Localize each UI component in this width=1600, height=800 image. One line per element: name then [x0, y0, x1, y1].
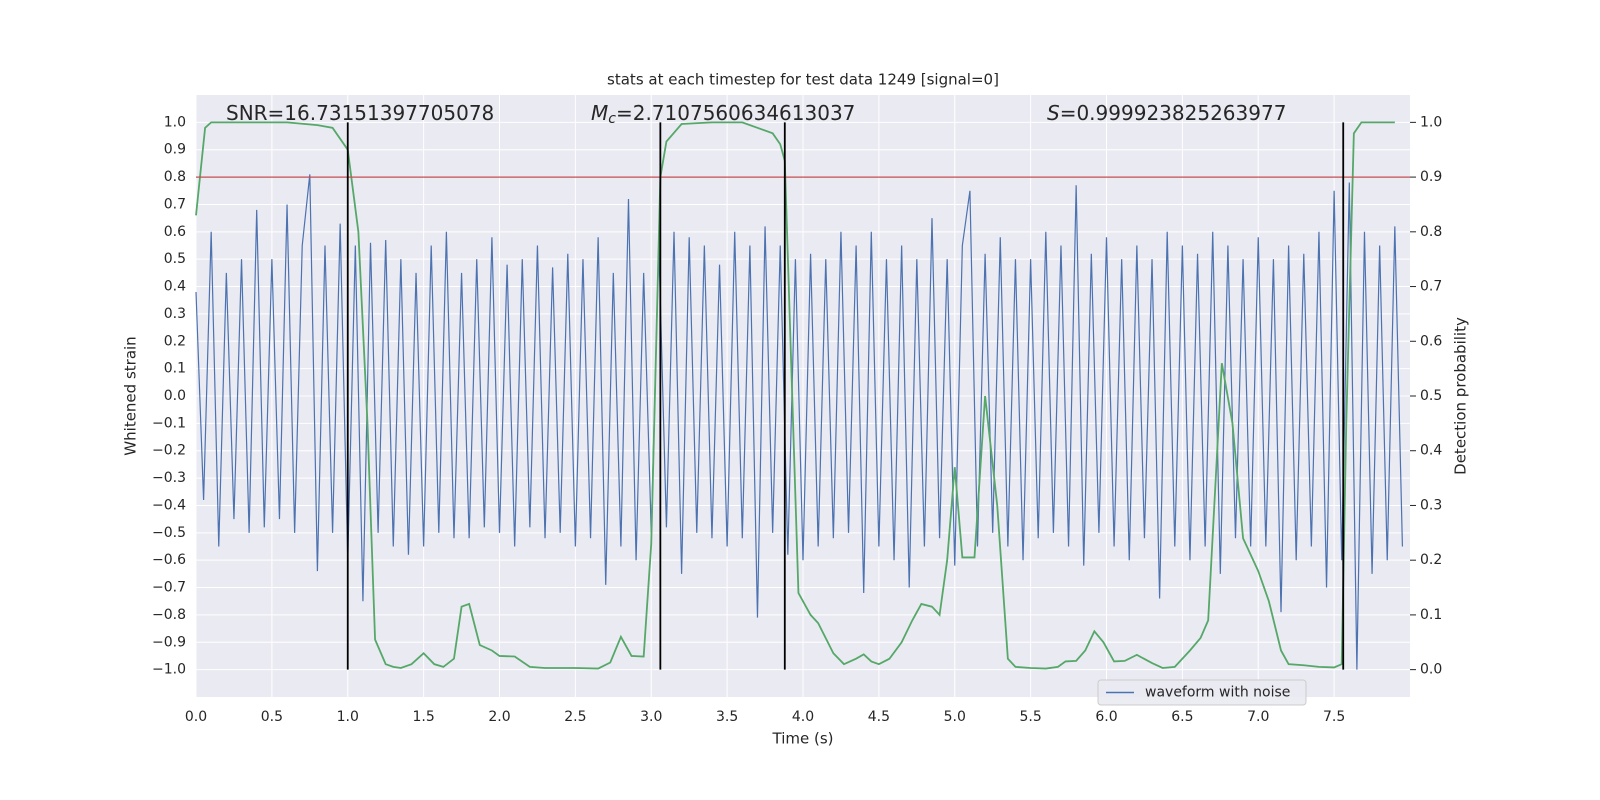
x-tick-label: 6.5	[1171, 709, 1193, 725]
y2-tick-label: 0.8	[1420, 224, 1442, 240]
y-tick-label: 0.1	[164, 361, 186, 377]
line-series	[195, 174, 1404, 670]
legend-box	[1097, 679, 1307, 706]
y-tick-label: −0.9	[152, 634, 186, 650]
annotation-symbol: M	[591, 101, 608, 125]
chart-title: stats at each timestep for test data 124…	[607, 71, 999, 89]
x-tick-label: 0.0	[185, 709, 207, 725]
x-tick-label: 5.0	[944, 709, 966, 725]
y2-tick-label: 0.1	[1420, 607, 1442, 623]
annotation-symbol: S	[1047, 101, 1060, 125]
y-tick-label: 0.3	[164, 306, 186, 322]
y2-axis-label: Detection probability	[1452, 317, 1470, 475]
y-tick-label: −0.1	[152, 415, 186, 431]
x-tick-label: 3.5	[716, 709, 738, 725]
annotation: S=0.999923825263977	[1047, 101, 1286, 125]
y2-tick-label: 1.0	[1420, 114, 1442, 130]
y-tick-label: −1.0	[152, 662, 186, 678]
annotation-text: =0.999923825263977	[1060, 101, 1287, 125]
y2-tick-label: 0.3	[1420, 497, 1442, 513]
y2-tick-label: 0.6	[1420, 333, 1442, 349]
line-series	[195, 121, 1395, 670]
y-axis-label: Whitened strain	[122, 336, 140, 455]
y-tick-label: −0.2	[152, 443, 186, 459]
y-tick-label: 0.0	[164, 388, 186, 404]
y2-tick-label: 0.7	[1420, 279, 1442, 295]
x-tick-label: 5.5	[1019, 709, 1041, 725]
y-tick-label: 0.8	[164, 169, 186, 185]
annotation-subscript: c	[608, 111, 616, 127]
y-tick-label: 0.2	[164, 333, 186, 349]
x-tick-label: 2.5	[564, 709, 586, 725]
y-tick-label: −0.7	[152, 580, 186, 596]
y-tick-label: −0.5	[152, 525, 186, 541]
y2-tick-label: 0.2	[1420, 552, 1442, 568]
y-tick-label: 0.4	[164, 279, 186, 295]
y-tick-label: −0.4	[152, 497, 186, 513]
x-tick-label: 0.5	[261, 709, 283, 725]
y-tick-label: 0.5	[164, 251, 186, 267]
y2-tick-label: 0.4	[1420, 443, 1442, 459]
x-tick-label: 4.0	[792, 709, 814, 725]
y-tick-label: −0.8	[152, 607, 186, 623]
y2-tick-label: 0.0	[1420, 662, 1442, 678]
x-tick-label: 3.0	[640, 709, 662, 725]
annotation: Mc=2.7107560634613037	[591, 101, 855, 128]
y-tick-label: 0.9	[164, 142, 186, 158]
y2-tick-label: 0.5	[1420, 388, 1442, 404]
y-tick-label: −0.6	[152, 552, 186, 568]
x-axis-label: Time (s)	[772, 730, 834, 748]
x-tick-label: 1.5	[412, 709, 434, 725]
y-tick-label: 1.0	[164, 114, 186, 130]
x-tick-label: 4.5	[868, 709, 890, 725]
x-tick-label: 7.5	[1323, 709, 1345, 725]
legend-label: waveform with noise	[1145, 685, 1290, 701]
x-tick-label: 2.0	[488, 709, 510, 725]
x-tick-label: 7.0	[1247, 709, 1269, 725]
y2-tick-label: 0.9	[1420, 169, 1442, 185]
x-tick-label: 6.0	[1095, 709, 1117, 725]
annotation: SNR=16.73151397705078	[226, 101, 494, 125]
y-tick-label: 0.7	[164, 196, 186, 212]
y-tick-label: −0.3	[152, 470, 186, 486]
x-tick-label: 1.0	[337, 709, 359, 725]
annotation-text: =2.7107560634613037	[616, 101, 855, 125]
y-tick-label: 0.6	[164, 224, 186, 240]
annotation-text: SNR=16.73151397705078	[226, 101, 494, 125]
